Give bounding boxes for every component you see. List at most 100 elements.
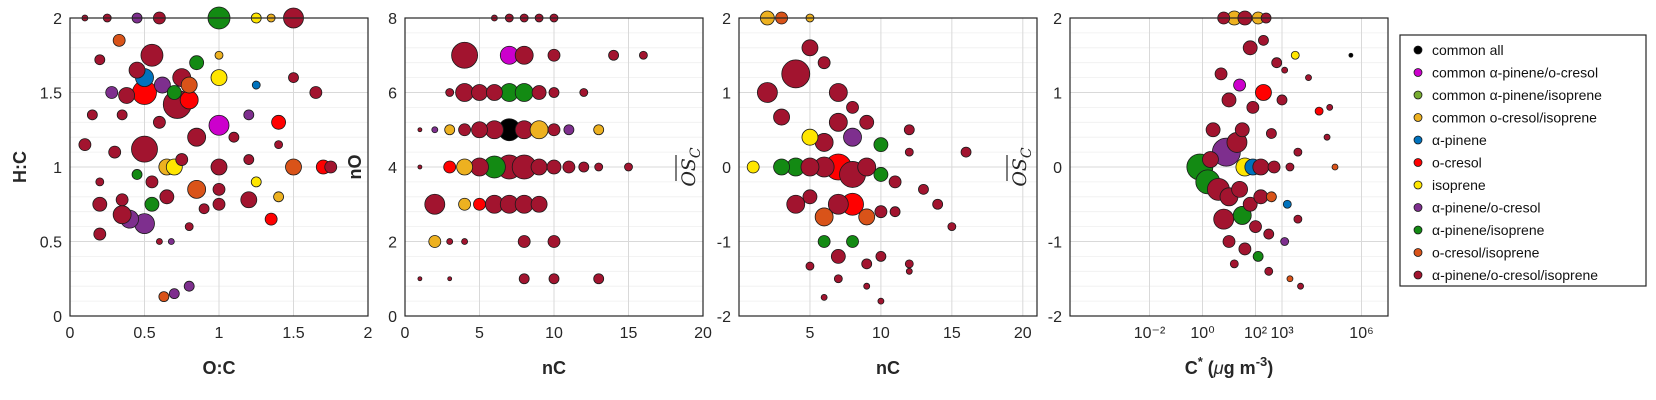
data-point xyxy=(189,55,205,71)
data-point xyxy=(112,205,132,225)
data-point xyxy=(863,282,871,290)
data-point xyxy=(447,276,453,282)
data-point xyxy=(108,145,122,159)
data-point xyxy=(874,205,888,219)
legend-marker xyxy=(1413,135,1423,145)
y-tick-label: 2 xyxy=(722,11,731,28)
data-point xyxy=(1305,74,1312,81)
data-point xyxy=(214,50,224,60)
data-point xyxy=(118,87,136,104)
x-tick-label: 10 xyxy=(545,325,563,342)
legend-label: common α-pinene/o-cresol xyxy=(1432,65,1598,81)
data-point xyxy=(1242,40,1258,56)
data-point xyxy=(639,50,648,60)
data-point xyxy=(548,273,560,285)
data-point xyxy=(1348,52,1354,58)
legend-label: o-cresol xyxy=(1432,155,1482,171)
data-point xyxy=(93,227,107,241)
y-tick-label: 4 xyxy=(388,160,397,177)
data-point xyxy=(187,179,207,199)
data-point xyxy=(947,222,957,232)
data-point xyxy=(1293,147,1303,157)
data-point xyxy=(529,120,549,140)
data-point xyxy=(828,83,848,102)
axes-frame xyxy=(1069,17,1389,317)
data-point xyxy=(817,56,831,70)
data-point xyxy=(563,124,575,136)
x-axis-label: O:C xyxy=(203,358,236,378)
data-point xyxy=(861,258,873,270)
data-point xyxy=(445,88,455,97)
data-point xyxy=(1285,162,1295,172)
data-point xyxy=(208,114,230,136)
legend-item: α-pinene xyxy=(1413,132,1487,148)
legend-marker xyxy=(1413,158,1423,167)
data-point xyxy=(773,158,790,176)
x-tick-label: 10⁻² xyxy=(1134,325,1166,342)
data-point xyxy=(180,76,198,94)
data-point xyxy=(859,114,875,130)
data-point xyxy=(243,154,255,165)
data-point xyxy=(128,61,146,79)
x-tick-label: 20 xyxy=(694,325,712,342)
data-point xyxy=(814,207,834,227)
data-point xyxy=(875,250,887,262)
y-tick-label: 0 xyxy=(53,309,62,326)
legend-marker xyxy=(1413,45,1423,55)
data-point xyxy=(264,212,278,226)
data-point xyxy=(1222,235,1236,248)
data-point xyxy=(1326,104,1334,111)
data-point xyxy=(624,162,633,172)
data-point xyxy=(228,131,240,143)
legend-item: o-cresol/isoprene xyxy=(1413,245,1540,261)
y-tick-label: 6 xyxy=(388,86,397,103)
data-point xyxy=(1213,208,1235,230)
data-point xyxy=(152,115,166,129)
data-point xyxy=(843,127,862,147)
data-point xyxy=(1242,196,1258,212)
y-tick-label: 0.5 xyxy=(40,235,62,252)
axes-frame xyxy=(738,17,1038,317)
data-point xyxy=(1282,199,1292,209)
data-point xyxy=(131,135,158,163)
data-point xyxy=(547,48,561,62)
data-point xyxy=(857,157,877,177)
data-point xyxy=(458,197,472,211)
legend-label: common o-cresol/isoprene xyxy=(1432,110,1597,126)
data-point xyxy=(115,193,129,207)
legend-marker xyxy=(1413,270,1423,280)
x-tick-label: 10 xyxy=(872,325,890,342)
data-point xyxy=(250,176,262,188)
data-point xyxy=(1232,206,1252,225)
data-point xyxy=(198,203,210,215)
data-point xyxy=(546,159,562,175)
data-point xyxy=(95,177,105,187)
data-point xyxy=(1246,101,1260,114)
data-point xyxy=(905,267,913,275)
x-tick-label: 0.5 xyxy=(133,325,155,342)
data-point xyxy=(873,137,889,153)
y-tick-label: 0 xyxy=(1053,160,1062,177)
data-point xyxy=(1231,180,1248,198)
y-tick-label: 1 xyxy=(1053,86,1062,103)
data-point xyxy=(802,189,818,205)
legend-item: α-pinene/isoprene xyxy=(1413,222,1545,238)
data-point xyxy=(548,87,560,98)
y-tick-label: 2 xyxy=(1053,11,1062,28)
data-point xyxy=(833,274,843,284)
data-point xyxy=(324,160,338,174)
legend-label: α-pinene/isoprene xyxy=(1432,222,1545,238)
y-axis-label: nO xyxy=(345,155,365,180)
y-tick-label: -2 xyxy=(717,309,731,326)
y-tick-label: 2 xyxy=(53,11,62,28)
data-point xyxy=(105,86,119,99)
data-point xyxy=(781,59,811,89)
data-point xyxy=(1255,84,1272,101)
data-point xyxy=(1249,220,1262,234)
y-tick-label: -1 xyxy=(717,235,731,252)
data-point xyxy=(608,49,619,61)
axes-frame xyxy=(69,17,369,317)
